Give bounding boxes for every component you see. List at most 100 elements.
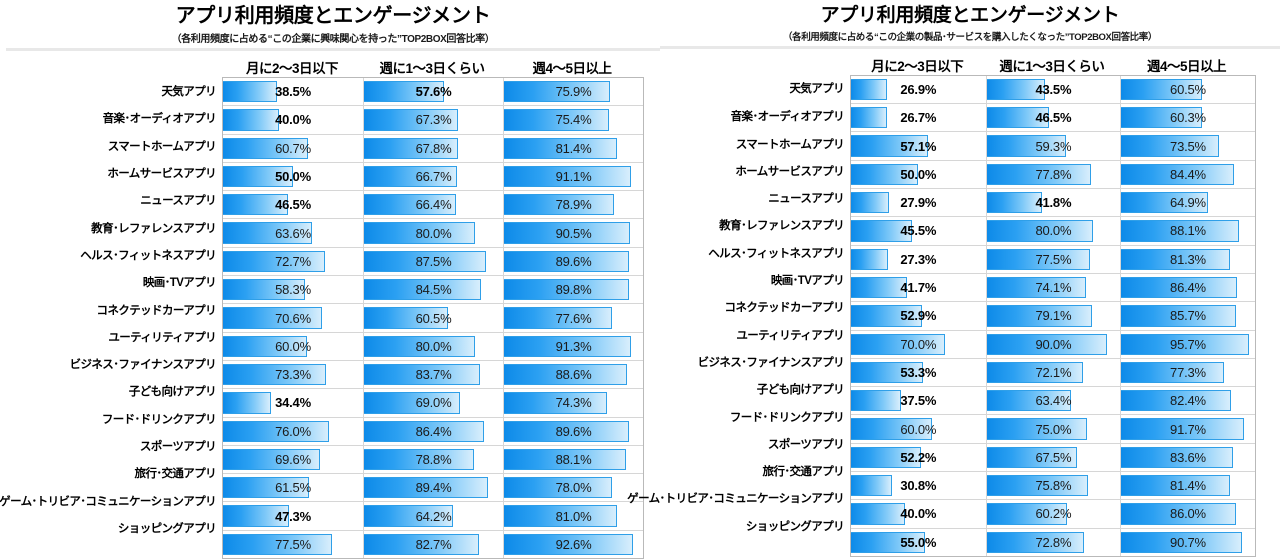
bar-cell[interactable]: 88.1% <box>1120 217 1255 245</box>
bar-cell[interactable]: 92.6% <box>503 530 643 559</box>
bar-cell[interactable]: 77.6% <box>503 304 643 332</box>
bar-cell[interactable]: 74.1% <box>985 273 1121 302</box>
bar-cell[interactable]: 79.1% <box>985 302 1121 330</box>
bar-cell[interactable]: 66.4% <box>363 191 503 219</box>
bar-cell[interactable]: 89.6% <box>503 417 643 445</box>
bar-cell[interactable]: 70.6% <box>223 304 363 331</box>
bar-cell[interactable]: 50.0% <box>223 163 363 190</box>
bar-cell[interactable]: 55.0% <box>851 529 986 556</box>
bar-cell[interactable]: 47.3% <box>223 502 363 529</box>
bar-cell[interactable]: 81.4% <box>503 134 643 162</box>
bar-cell[interactable]: 91.1% <box>503 162 643 191</box>
bar-cell[interactable]: 34.4% <box>223 389 363 416</box>
bar-cell[interactable]: 80.0% <box>985 217 1121 245</box>
bar-cell[interactable]: 52.2% <box>851 444 986 471</box>
bar-cell[interactable]: 91.3% <box>503 332 643 360</box>
bar-cell[interactable]: 85.7% <box>1120 302 1255 330</box>
bar-cell[interactable]: 70.0% <box>851 331 986 358</box>
bar-cell[interactable]: 41.8% <box>985 189 1121 217</box>
bar-cell[interactable]: 46.5% <box>223 191 363 218</box>
bar-cell[interactable]: 61.5% <box>223 474 363 501</box>
bar-cell[interactable]: 89.8% <box>503 276 643 304</box>
bar-cell[interactable]: 78.0% <box>503 474 643 502</box>
bar-cell[interactable]: 73.5% <box>1120 132 1255 160</box>
bar-cell[interactable]: 57.6% <box>363 78 503 106</box>
bar-cell[interactable]: 66.7% <box>363 162 503 191</box>
bar-cell[interactable]: 83.7% <box>363 360 503 389</box>
bar-cell[interactable]: 90.0% <box>985 330 1121 358</box>
bar-cell[interactable]: 87.5% <box>363 247 503 276</box>
bar-cell[interactable]: 80.0% <box>363 219 503 247</box>
bar-cell[interactable]: 64.9% <box>1120 189 1255 217</box>
bar-cell[interactable]: 77.5% <box>985 245 1121 273</box>
bar-cell[interactable]: 50.0% <box>851 161 986 188</box>
bar-cell[interactable]: 60.0% <box>223 333 363 360</box>
bar-cell[interactable]: 27.3% <box>851 246 986 273</box>
bar-cell[interactable]: 78.8% <box>363 445 503 474</box>
bar-cell[interactable]: 80.0% <box>363 332 503 360</box>
bar-cell[interactable]: 72.7% <box>223 248 363 275</box>
bar-cell[interactable]: 69.0% <box>363 389 503 417</box>
bar-cell[interactable]: 53.3% <box>851 359 986 386</box>
bar-cell[interactable]: 58.3% <box>223 276 363 303</box>
bar-cell[interactable]: 77.5% <box>223 531 363 558</box>
bar-cell[interactable]: 75.0% <box>985 415 1121 443</box>
bar-cell[interactable]: 67.5% <box>985 443 1121 471</box>
bar-cell[interactable]: 81.4% <box>1120 472 1255 500</box>
bar-cell[interactable]: 82.4% <box>1120 387 1255 415</box>
bar-cell[interactable]: 75.9% <box>503 78 643 106</box>
bar-cell[interactable]: 60.3% <box>1120 104 1255 132</box>
bar-cell[interactable]: 72.1% <box>985 358 1121 387</box>
bar-cell[interactable]: 86.4% <box>1120 273 1255 302</box>
bar-cell[interactable]: 89.6% <box>503 247 643 276</box>
bar-cell[interactable]: 43.5% <box>985 75 1121 104</box>
bar-cell[interactable]: 77.8% <box>985 160 1121 189</box>
bar-cell[interactable]: 27.9% <box>851 189 986 216</box>
bar-cell[interactable]: 26.7% <box>851 104 986 131</box>
bar-cell[interactable]: 60.5% <box>363 304 503 332</box>
bar-cell[interactable]: 95.7% <box>1120 330 1255 358</box>
bar-cell[interactable]: 57.1% <box>851 132 986 159</box>
bar-cell[interactable]: 84.4% <box>1120 160 1255 189</box>
bar-cell[interactable]: 86.0% <box>1120 500 1255 528</box>
bar-cell[interactable]: 72.8% <box>985 528 1121 556</box>
bar-cell[interactable]: 67.8% <box>363 134 503 162</box>
bar-cell[interactable]: 78.9% <box>503 191 643 219</box>
bar-cell[interactable]: 76.0% <box>223 418 363 445</box>
bar-cell[interactable]: 73.3% <box>223 361 363 388</box>
bar-cell[interactable]: 60.0% <box>851 415 986 442</box>
bar-cell[interactable]: 84.5% <box>363 276 503 304</box>
bar-cell[interactable]: 89.4% <box>363 474 503 502</box>
bar-cell[interactable]: 38.5% <box>223 78 363 105</box>
bar-cell[interactable]: 60.5% <box>1120 75 1255 104</box>
bar-cell[interactable]: 86.4% <box>363 417 503 445</box>
bar-cell[interactable]: 88.6% <box>503 360 643 389</box>
bar-cell[interactable]: 77.3% <box>1120 358 1255 387</box>
bar-cell[interactable]: 63.6% <box>223 219 363 246</box>
bar-cell[interactable]: 67.3% <box>363 106 503 134</box>
bar-cell[interactable]: 90.5% <box>503 219 643 247</box>
bar-cell[interactable]: 75.8% <box>985 472 1121 500</box>
bar-cell[interactable]: 40.0% <box>851 500 986 527</box>
bar-cell[interactable]: 75.4% <box>503 106 643 134</box>
bar-cell[interactable]: 63.4% <box>985 387 1121 415</box>
bar-cell[interactable]: 74.3% <box>503 389 643 417</box>
bar-cell[interactable]: 90.7% <box>1120 528 1255 556</box>
bar-cell[interactable]: 41.7% <box>851 274 986 301</box>
bar-cell[interactable]: 30.8% <box>851 472 986 499</box>
bar-cell[interactable]: 45.5% <box>851 217 986 244</box>
bar-cell[interactable]: 91.7% <box>1120 415 1255 443</box>
bar-cell[interactable]: 46.5% <box>985 104 1121 132</box>
bar-cell[interactable]: 64.2% <box>363 502 503 530</box>
bar-cell[interactable]: 60.2% <box>985 500 1121 528</box>
bar-cell[interactable]: 40.0% <box>223 106 363 133</box>
bar-cell[interactable]: 26.9% <box>851 76 986 103</box>
bar-cell[interactable]: 82.7% <box>363 530 503 559</box>
bar-cell[interactable]: 52.9% <box>851 302 986 329</box>
bar-cell[interactable]: 37.5% <box>851 387 986 414</box>
bar-cell[interactable]: 60.7% <box>223 135 363 162</box>
bar-cell[interactable]: 69.6% <box>223 446 363 473</box>
bar-cell[interactable]: 81.3% <box>1120 245 1255 273</box>
bar-cell[interactable]: 83.6% <box>1120 443 1255 471</box>
bar-cell[interactable]: 88.1% <box>503 445 643 474</box>
